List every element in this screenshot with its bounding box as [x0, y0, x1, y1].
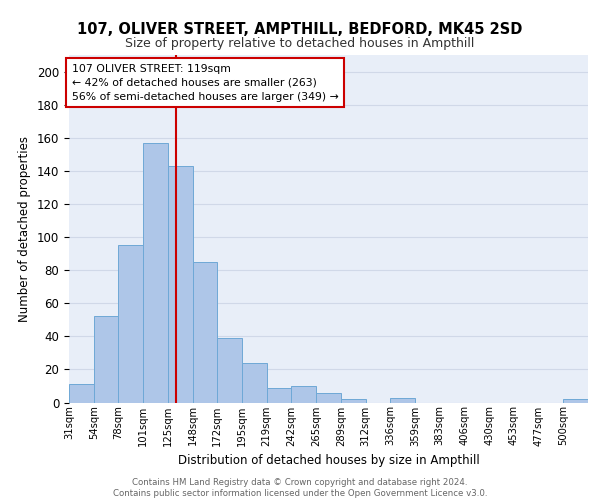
Bar — [217, 338, 242, 402]
Bar — [390, 398, 415, 402]
Bar — [168, 166, 193, 402]
Bar — [94, 316, 118, 402]
Bar — [316, 392, 341, 402]
Bar — [193, 262, 217, 402]
Text: 107 OLIVER STREET: 119sqm
← 42% of detached houses are smaller (263)
56% of semi: 107 OLIVER STREET: 119sqm ← 42% of detac… — [71, 64, 338, 102]
Bar — [292, 386, 316, 402]
Bar — [267, 388, 292, 402]
Bar — [242, 363, 267, 403]
Bar — [118, 246, 143, 402]
Bar — [341, 399, 365, 402]
Y-axis label: Number of detached properties: Number of detached properties — [19, 136, 31, 322]
Bar — [143, 142, 168, 402]
X-axis label: Distribution of detached houses by size in Ampthill: Distribution of detached houses by size … — [178, 454, 479, 467]
Text: Size of property relative to detached houses in Ampthill: Size of property relative to detached ho… — [125, 38, 475, 51]
Bar — [69, 384, 94, 402]
Text: Contains HM Land Registry data © Crown copyright and database right 2024.
Contai: Contains HM Land Registry data © Crown c… — [113, 478, 487, 498]
Text: 107, OLIVER STREET, AMPTHILL, BEDFORD, MK45 2SD: 107, OLIVER STREET, AMPTHILL, BEDFORD, M… — [77, 22, 523, 38]
Bar — [563, 399, 588, 402]
